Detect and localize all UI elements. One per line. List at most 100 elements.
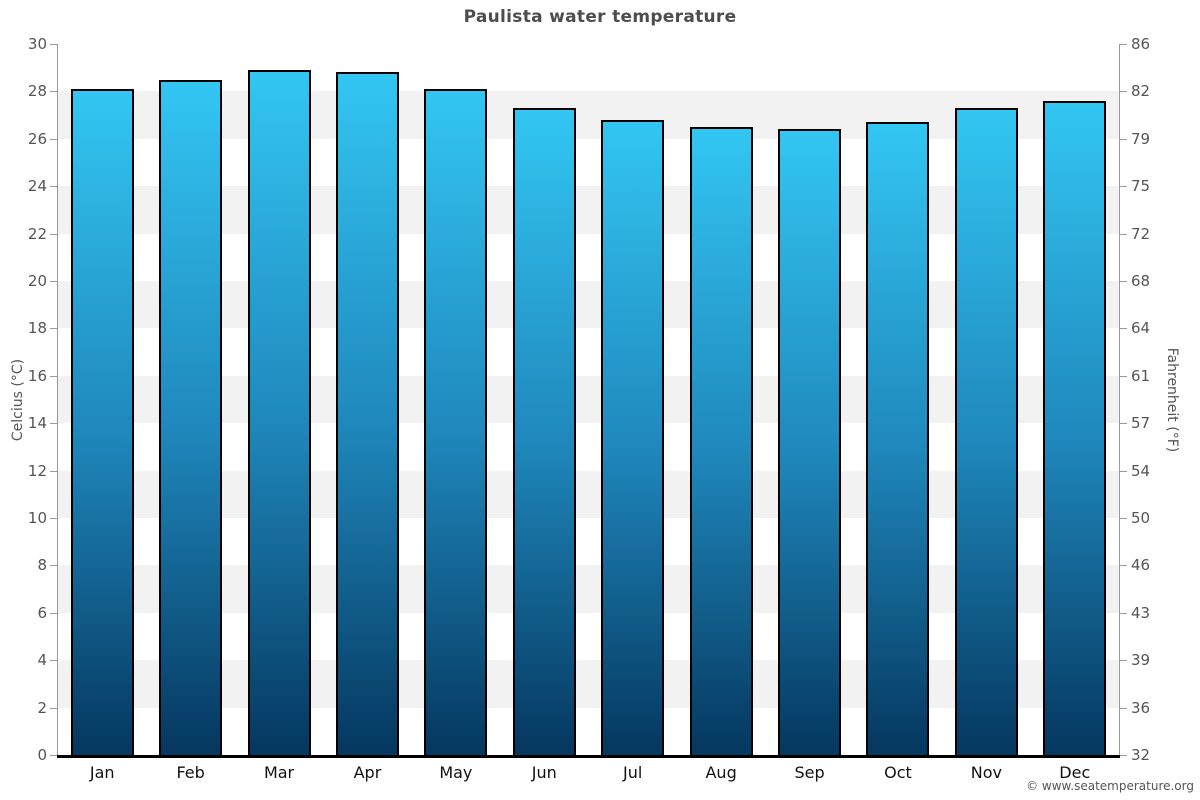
plot-band: [58, 660, 1119, 708]
y-left-tick-0: 0: [37, 746, 47, 764]
y-left-tick-mark: [50, 707, 57, 709]
y-right-tick-82: 82: [1131, 82, 1151, 101]
y-left-tick-mark: [50, 186, 57, 188]
x-tick-label-oct: Oct: [884, 763, 912, 782]
y-left-tick-mark: [50, 518, 57, 519]
y-right-tick-mark: [1120, 755, 1127, 756]
bar-feb: [159, 79, 223, 755]
y-left-tick-22: 22: [27, 224, 47, 243]
plot-band: [58, 470, 1119, 518]
y-left-tick-30: 30: [27, 35, 47, 53]
x-axis-line: [57, 755, 1120, 758]
x-tick-label-may: May: [439, 763, 473, 782]
bar-jan: [70, 89, 134, 755]
y-left-tick-mark: [50, 44, 57, 45]
bar-apr: [335, 72, 399, 755]
y-right-tick-64: 64: [1131, 319, 1151, 338]
y-right-tick-50: 50: [1131, 509, 1151, 527]
y-right-tick-mark: [1120, 565, 1127, 567]
y-left-tick-mark: [50, 470, 57, 472]
y-right-tick-39: 39: [1131, 651, 1151, 670]
x-tick-label-aug: Aug: [705, 763, 737, 782]
y-left-tick-mark: [50, 233, 57, 235]
y-left-tick-20: 20: [27, 272, 47, 290]
y-right-tick-mark: [1120, 186, 1127, 188]
plot-band: [58, 44, 1119, 92]
y-left-tick-26: 26: [27, 129, 47, 148]
y-right-tick-mark: [1120, 612, 1127, 614]
y-left-tick-mark: [50, 328, 57, 330]
y-left-tick-mark: [50, 755, 57, 756]
y-left-tick-4: 4: [37, 651, 47, 670]
y-left-tick-28: 28: [27, 82, 47, 101]
y-right-tick-86: 86: [1131, 35, 1151, 53]
x-tick-label-feb: Feb: [176, 763, 205, 782]
chart-title: Paulista water temperature: [463, 7, 737, 27]
plot-band: [58, 328, 1119, 376]
plot-band: [58, 518, 1119, 566]
watermark-credit: © www.seatemperature.org: [1026, 779, 1194, 793]
y-left-tick-10: 10: [27, 509, 47, 527]
bar-jul: [601, 119, 665, 755]
x-tick-label-apr: Apr: [353, 763, 382, 782]
y-left-tick-mark: [50, 612, 57, 614]
y-right-tick-75: 75: [1131, 177, 1151, 196]
bar-oct: [866, 122, 930, 755]
y-axis-line-right: [1119, 44, 1120, 755]
plot-area: [58, 44, 1119, 755]
y-right-tick-mark: [1120, 44, 1127, 45]
y-right-tick-mark: [1120, 281, 1127, 282]
x-tick-label-nov: Nov: [970, 763, 1002, 782]
plot-band: [58, 375, 1119, 424]
y-left-tick-mark: [50, 660, 57, 662]
y-right-tick-79: 79: [1131, 129, 1151, 148]
y-left-tick-16: 16: [27, 366, 47, 385]
plot-band: [58, 186, 1119, 234]
y-right-tick-mark: [1120, 423, 1127, 425]
x-tick-label-jul: Jul: [623, 763, 643, 782]
y-axis-line-left: [57, 44, 58, 755]
y-left-tick-mark: [50, 281, 57, 282]
y-right-tick-mark: [1120, 138, 1127, 140]
y-right-tick-68: 68: [1131, 272, 1151, 290]
y-right-tick-36: 36: [1131, 698, 1151, 717]
plot-band: [58, 91, 1119, 139]
x-tick-label-dec: Dec: [1059, 763, 1091, 782]
y-right-tick-54: 54: [1131, 461, 1151, 480]
y-right-tick-mark: [1120, 518, 1127, 519]
y-right-tick-mark: [1120, 375, 1127, 377]
x-tick-label-jan: Jan: [89, 763, 115, 782]
y-right-tick-mark: [1120, 707, 1127, 709]
y-left-tick-mark: [50, 375, 57, 377]
bar-sep: [778, 129, 842, 755]
plot-band: [58, 612, 1119, 661]
y-right-tick-mark: [1120, 328, 1127, 330]
plot-band: [58, 138, 1119, 187]
y-right-tick-32: 32: [1131, 746, 1151, 764]
y-left-tick-6: 6: [37, 603, 47, 622]
y-left-tick-mark: [50, 565, 57, 567]
bar-jun: [512, 108, 576, 755]
x-tick-label-mar: Mar: [263, 763, 295, 782]
y-left-tick-2: 2: [37, 698, 47, 717]
y-right-tick-mark: [1120, 233, 1127, 235]
bar-dec: [1043, 100, 1107, 755]
plot-band: [58, 707, 1119, 755]
y-axis-title-right: Fahrenheit (°F): [1164, 347, 1180, 452]
plot-band: [58, 565, 1119, 613]
bar-nov: [954, 108, 1018, 755]
y-left-tick-14: 14: [27, 414, 47, 433]
plot-band: [58, 233, 1119, 281]
plot-band: [58, 423, 1119, 471]
bar-mar: [247, 70, 311, 755]
y-right-tick-61: 61: [1131, 366, 1151, 385]
x-tick-label-jun: Jun: [531, 763, 557, 782]
y-left-tick-mark: [50, 423, 57, 425]
bar-aug: [689, 126, 753, 755]
y-right-tick-mark: [1120, 470, 1127, 472]
y-right-tick-mark: [1120, 91, 1127, 93]
y-left-tick-18: 18: [27, 319, 47, 338]
y-right-tick-57: 57: [1131, 414, 1151, 433]
plot-band: [58, 281, 1119, 329]
bar-may: [424, 89, 488, 755]
